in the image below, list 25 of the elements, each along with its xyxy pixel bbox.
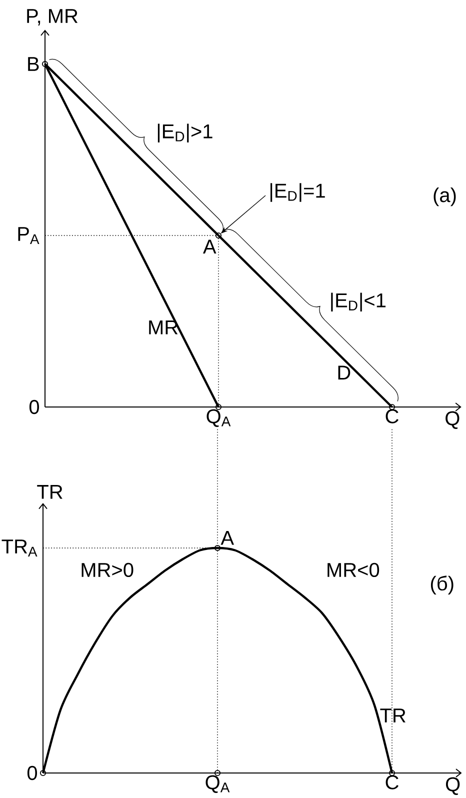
text: B — [28, 57, 39, 71]
annotation: |E$_{D}$|=1 — [270, 183, 325, 202]
annotation: TR$_{A}$ — [2, 540, 38, 556]
y-axis-title: P, MR — [27, 9, 78, 26]
x-tick-label: Q$_{A}$ — [206, 775, 230, 793]
annotation: |E$_{D}$|>1 — [158, 124, 212, 142]
text: (б) — [430, 576, 454, 594]
series-label: TR — [380, 708, 406, 722]
annotation: MR<0 — [328, 562, 380, 578]
x-axis-title: Q — [446, 411, 460, 429]
annotation: A — [202, 240, 216, 254]
text: P$_{A}$ — [18, 227, 40, 244]
x-tick-label: Q$_{A}$ — [206, 409, 231, 427]
annotation: 0 — [27, 766, 38, 780]
y-axis-title: TR — [37, 485, 62, 499]
x-tick-label: C — [386, 775, 398, 790]
x-tick-label: C — [386, 409, 398, 424]
series-label: MR — [149, 320, 178, 334]
x-axis-title: Q — [446, 777, 460, 795]
annotation: |E$_{D}$|<1 — [331, 292, 386, 312]
annotation: MR>0 — [82, 562, 134, 578]
text: (а) — [434, 188, 456, 206]
series-label: D — [338, 366, 350, 380]
annotation: A — [220, 531, 234, 545]
text: 0 — [29, 400, 40, 414]
